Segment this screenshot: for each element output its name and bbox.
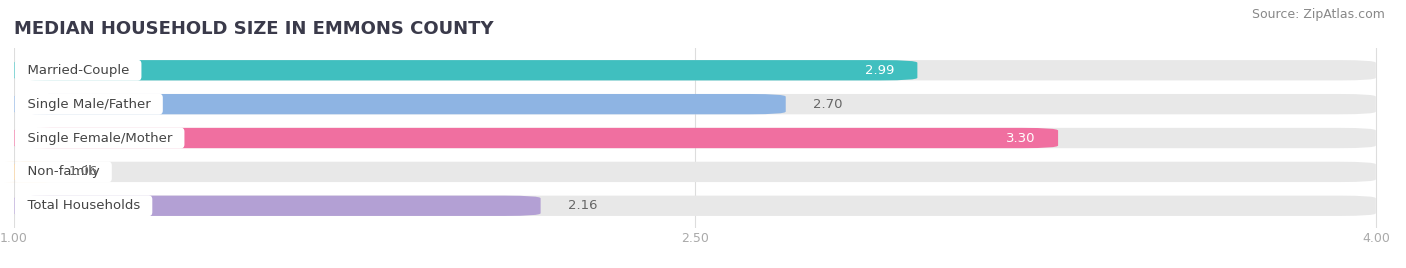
FancyBboxPatch shape	[14, 162, 1376, 182]
Text: Single Female/Mother: Single Female/Mother	[18, 132, 180, 144]
FancyBboxPatch shape	[14, 128, 1059, 148]
Text: 2.99: 2.99	[865, 64, 894, 77]
Text: 3.30: 3.30	[1005, 132, 1035, 144]
Text: MEDIAN HOUSEHOLD SIZE IN EMMONS COUNTY: MEDIAN HOUSEHOLD SIZE IN EMMONS COUNTY	[14, 20, 494, 38]
FancyBboxPatch shape	[14, 196, 541, 216]
Text: 2.16: 2.16	[568, 199, 598, 212]
Text: Married-Couple: Married-Couple	[18, 64, 138, 77]
FancyBboxPatch shape	[6, 162, 51, 182]
Text: Source: ZipAtlas.com: Source: ZipAtlas.com	[1251, 8, 1385, 21]
FancyBboxPatch shape	[14, 196, 1376, 216]
FancyBboxPatch shape	[14, 94, 786, 114]
Text: Single Male/Father: Single Male/Father	[18, 98, 159, 111]
Text: 2.70: 2.70	[813, 98, 842, 111]
FancyBboxPatch shape	[14, 94, 1376, 114]
FancyBboxPatch shape	[14, 128, 1376, 148]
Text: Total Households: Total Households	[18, 199, 149, 212]
Text: 1.06: 1.06	[69, 165, 98, 178]
Text: Non-family: Non-family	[18, 165, 108, 178]
FancyBboxPatch shape	[14, 60, 917, 80]
FancyBboxPatch shape	[14, 60, 1376, 80]
